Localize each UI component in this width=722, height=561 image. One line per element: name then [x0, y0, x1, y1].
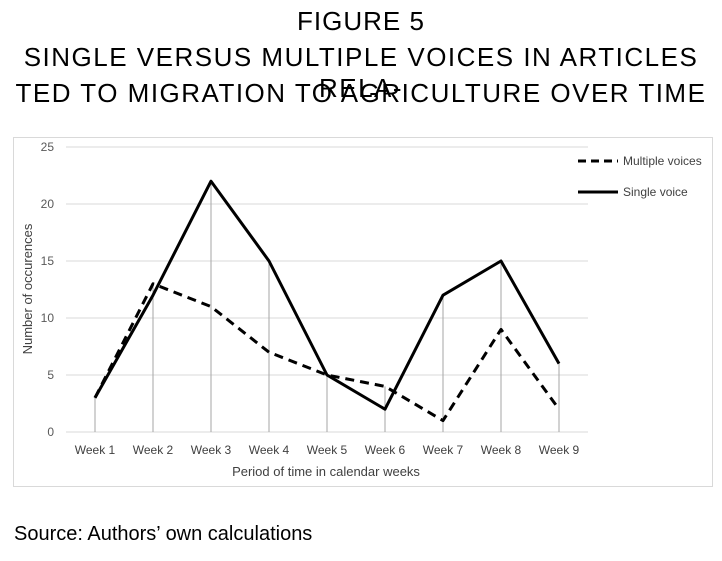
- x-axis-ticks: Week 1 Week 2 Week 3 Week 4 Week 5 Week 6 Week…: [75, 443, 580, 457]
- x-tick-label: Week 8: [481, 443, 522, 457]
- x-tick-label: Week 7: [423, 443, 464, 457]
- y-tick-label: 5: [47, 368, 54, 382]
- x-tick-label: Week 5: [307, 443, 348, 457]
- y-tick-label: 0: [47, 425, 54, 439]
- x-tick-label: Week 2: [133, 443, 174, 457]
- x-tick-label: Week 1: [75, 443, 116, 457]
- y-axis-ticks: 0 5 10 15 20 25: [41, 140, 55, 439]
- chart-legend: Multiple voices Single voice: [578, 154, 702, 199]
- x-tick-label: Week 4: [249, 443, 290, 457]
- chart-frame: [13, 137, 713, 487]
- y-tick-label: 25: [41, 140, 55, 154]
- y-axis-label: Number of occurences: [20, 223, 35, 354]
- figure-title-line-1: SINGLE VERSUS MULTIPLE VOICES IN ARTICLE…: [23, 42, 699, 103]
- chart-grid: [66, 146, 588, 433]
- chart-series: [93, 179, 561, 423]
- x-tick-label: Week 3: [191, 443, 232, 457]
- figure-title-line-2: TED TO MIGRATION TO AGRICULTURE OVER TIM…: [15, 78, 707, 108]
- y-tick-label: 15: [41, 254, 55, 268]
- source-note: Source: Authors’ own calculations: [14, 523, 313, 545]
- x-tick-label: Week 9: [539, 443, 580, 457]
- x-axis-label: Period of time in calendar weeks: [232, 464, 420, 479]
- legend-label: Multiple voices: [623, 154, 702, 168]
- figure-label: FIGURE 5: [297, 6, 425, 36]
- y-tick-label: 20: [41, 197, 55, 211]
- legend-label: Single voice: [623, 185, 688, 199]
- x-tick-label: Week 6: [365, 443, 406, 457]
- y-tick-label: 10: [41, 311, 55, 325]
